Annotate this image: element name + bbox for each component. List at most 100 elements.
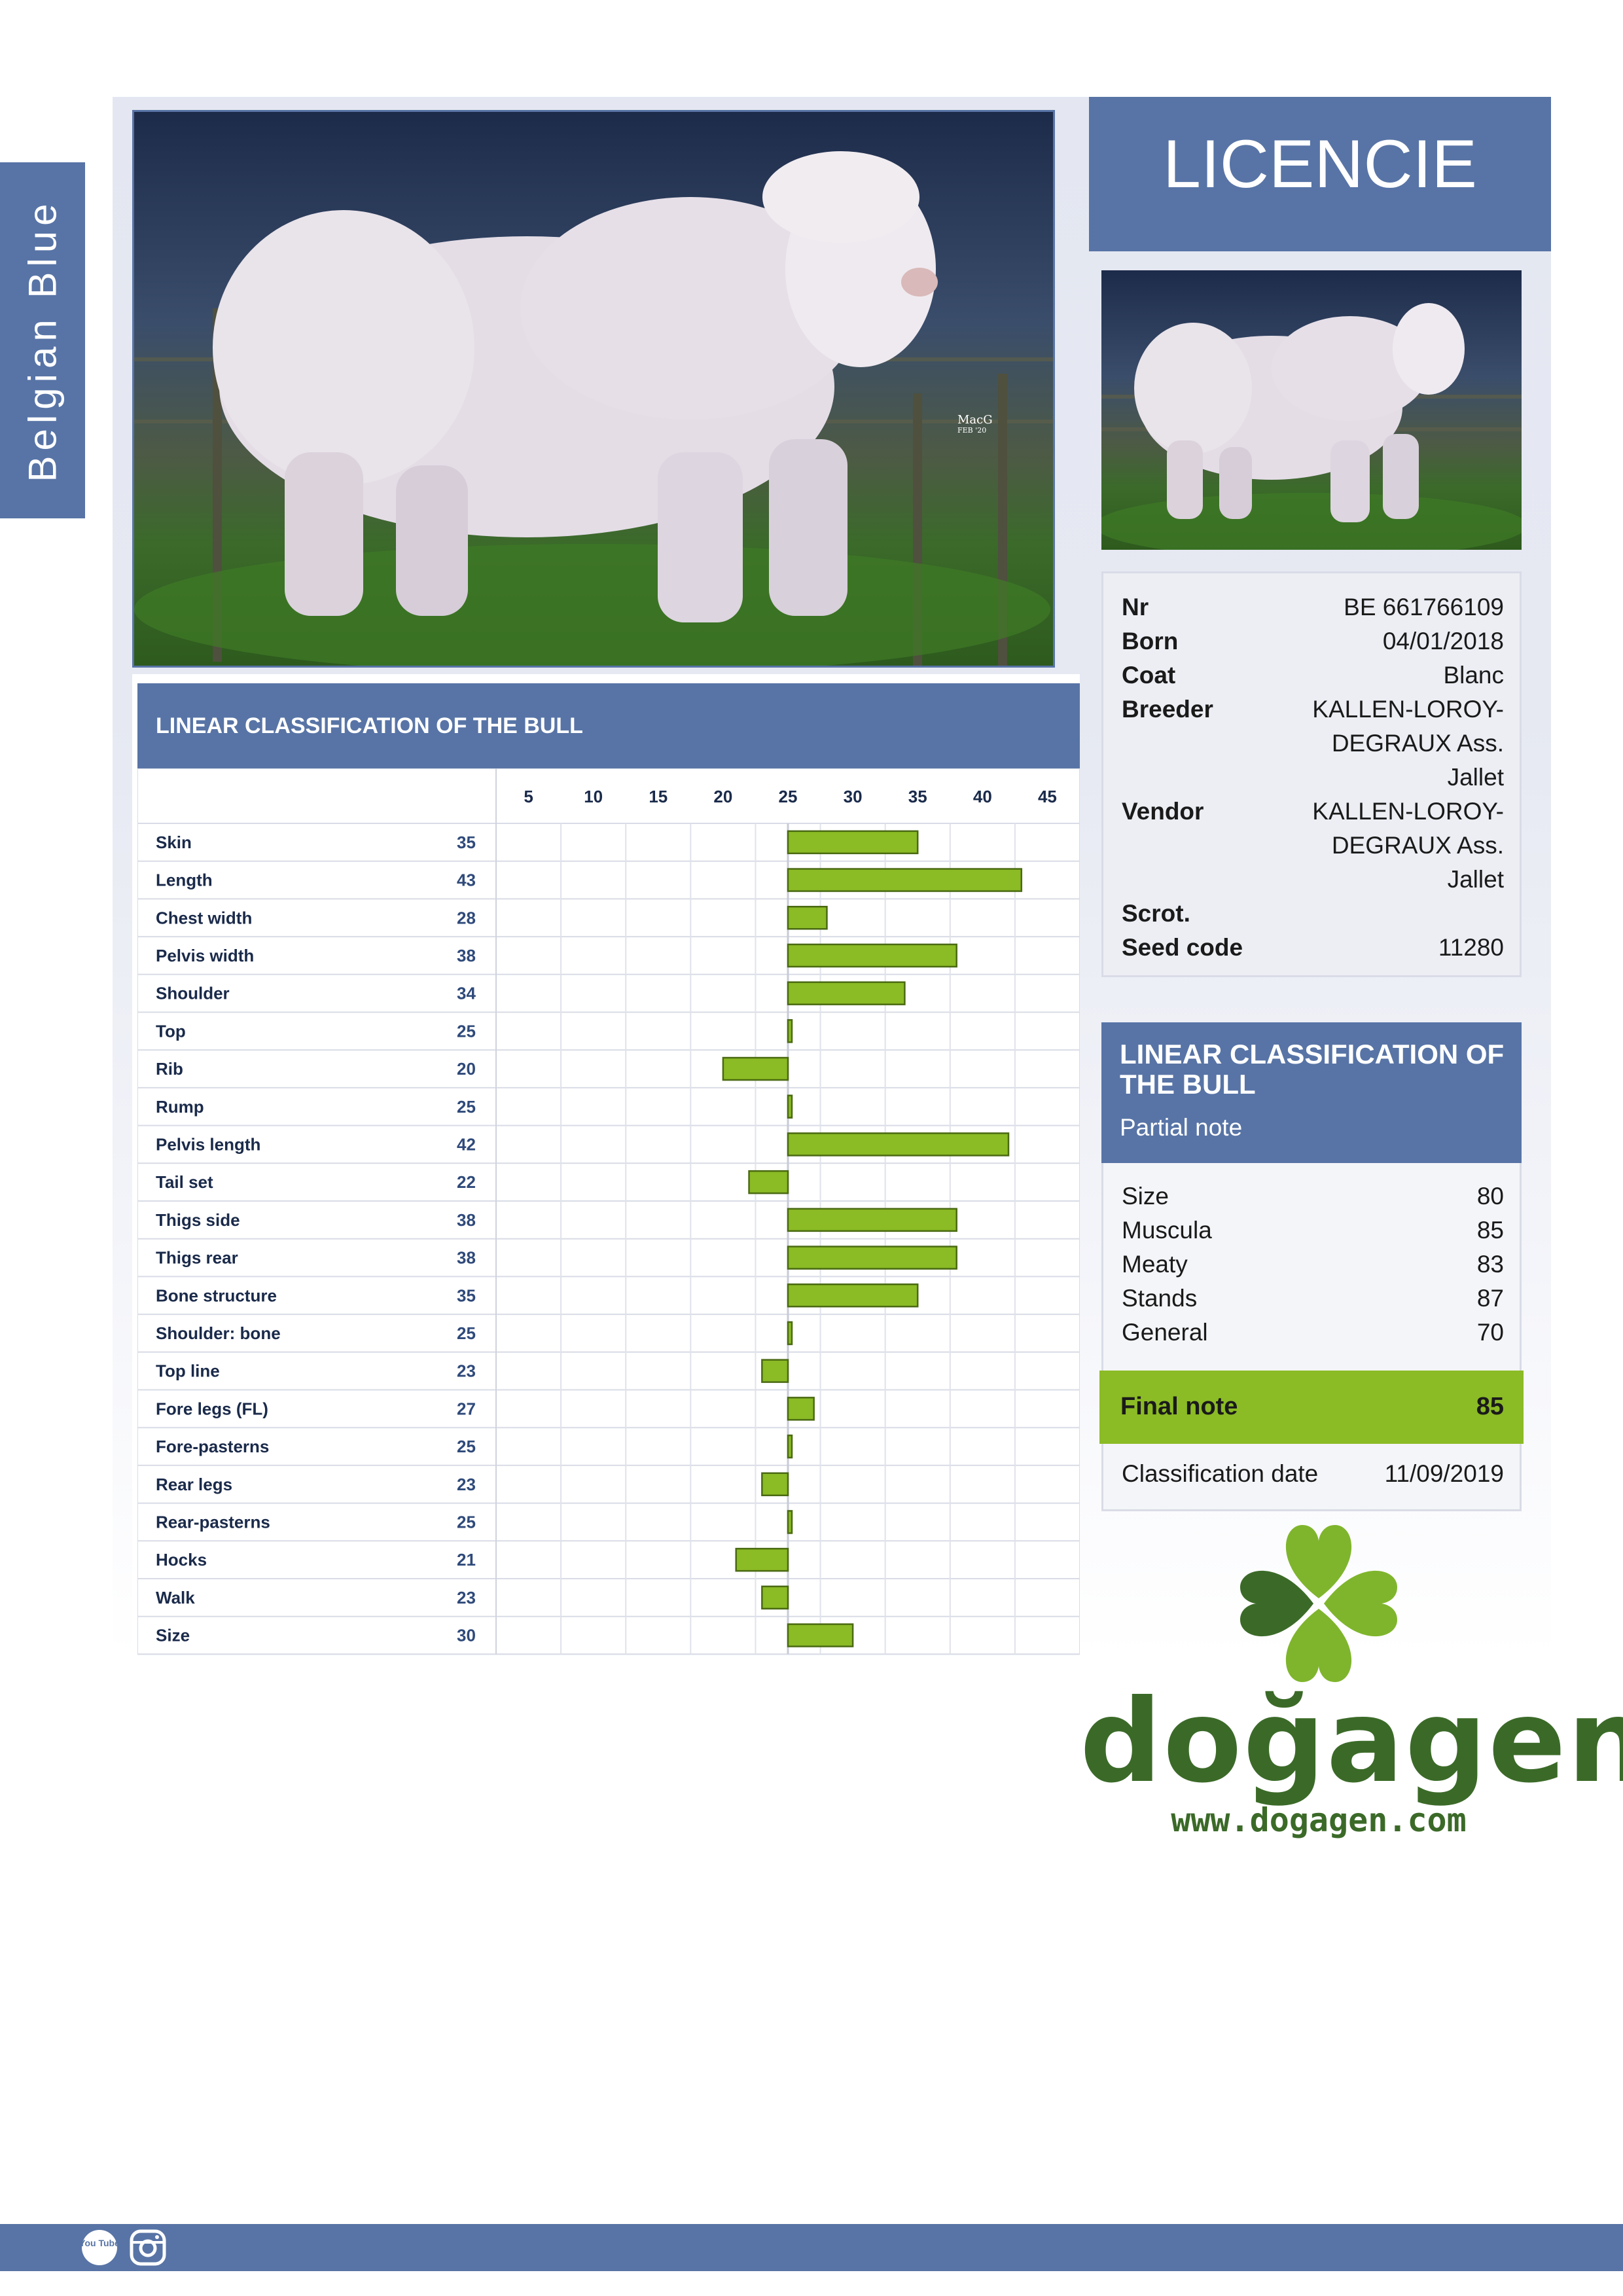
chart-value-label: 38 <box>457 1248 476 1268</box>
licencie-header: LICENCIE <box>1089 97 1551 251</box>
chart-bar <box>787 943 957 968</box>
chart-bar <box>761 1472 789 1496</box>
chart-bar <box>787 1246 957 1270</box>
chart-value-label: 25 <box>457 1437 476 1456</box>
partial-note-key: Stands <box>1122 1285 1198 1312</box>
chart-bar <box>787 1623 854 1647</box>
final-note-bar: Final note 85 <box>1099 1371 1524 1444</box>
chart-tick-label: 40 <box>973 787 992 806</box>
chart-value-label: 21 <box>457 1550 476 1570</box>
chart-category-label: Shoulder: bone <box>156 1323 281 1343</box>
photo-watermark-date: FEB '20 <box>957 426 987 435</box>
classification-date-value: 11/09/2019 <box>1384 1460 1504 1487</box>
chart-value-label: 34 <box>457 984 476 1003</box>
partial-note-key: Size <box>1122 1183 1169 1210</box>
partial-note-key: Muscula <box>1122 1217 1212 1244</box>
chart-bar <box>761 1585 789 1610</box>
info-key: Breeder <box>1122 696 1213 723</box>
chart-bar <box>787 1397 815 1421</box>
bull-info-box: Nr BE 661766109 Born 04/01/2018 Coat Bla… <box>1101 571 1522 977</box>
chart-bar <box>787 1132 1010 1157</box>
thumbnail-bull-photo <box>1101 270 1522 550</box>
logo-url[interactable]: www.dogagen.com <box>1171 1801 1467 1839</box>
chart-category-label: Top line <box>156 1361 220 1381</box>
chart-value-label: 30 <box>457 1626 476 1645</box>
bull-image <box>134 151 1050 666</box>
partial-note-header: LINEAR CLASSIFICATION OF THE BULL Partia… <box>1101 1022 1522 1163</box>
chart-title: LINEAR CLASSIFICATION OF THE BULL <box>156 713 583 738</box>
chart-category-label: Pelvis length <box>156 1134 260 1154</box>
chart-value-label: 25 <box>457 1323 476 1343</box>
chart-bar <box>748 1170 789 1194</box>
chart-value-label: 23 <box>457 1475 476 1494</box>
chart-value-label: 35 <box>457 833 476 852</box>
chart-category-label: Thigs rear <box>156 1248 238 1268</box>
info-value: 04/01/2018 <box>1382 628 1504 655</box>
chart-value-label: 42 <box>457 1134 476 1154</box>
chart-tick-label: 25 <box>779 787 798 806</box>
chart-tick-label: 10 <box>584 787 603 806</box>
final-note-label: Final note <box>1120 1393 1238 1420</box>
partial-note-value: 70 <box>1476 1319 1504 1346</box>
info-key: Seed code <box>1122 934 1243 961</box>
linear-classification-chart: 5 10 15 20 25 30 35 40 45 Skin 35 Length 43 Chest wid… <box>137 768 1080 1655</box>
chart-bar <box>787 906 828 930</box>
chart-category-label: Fore legs (FL) <box>156 1399 268 1418</box>
chart-category-label: Bone structure <box>156 1285 277 1305</box>
info-key: Born <box>1122 628 1179 655</box>
chart-tick-label: 5 <box>524 787 533 806</box>
info-key: Scrot. <box>1122 900 1190 927</box>
chart-bar <box>761 1359 789 1383</box>
chart-value-label: 22 <box>457 1172 476 1192</box>
partial-note-value: 83 <box>1476 1251 1504 1278</box>
chart-value-label: 25 <box>457 1512 476 1532</box>
chart-category-label: Rear-pasterns <box>156 1512 270 1532</box>
chart-tick-label: 15 <box>649 787 668 806</box>
chart-category-label: Shoulder <box>156 984 230 1003</box>
info-key: Nr <box>1122 594 1149 620</box>
chart-value-label: 25 <box>457 1021 476 1041</box>
info-row-nr: Nr BE 661766109 <box>1122 590 1504 624</box>
partial-note-value: 80 <box>1476 1183 1504 1210</box>
info-value: KALLEN-LOROY-DEGRAUX Ass. Jallet <box>1312 696 1504 791</box>
chart-value-label: 23 <box>457 1361 476 1381</box>
chart-category-label: Hocks <box>156 1550 207 1570</box>
chart-category-label: Length <box>156 870 213 890</box>
info-value: 11280 <box>1438 934 1504 961</box>
chart-category-label: Rear legs <box>156 1475 232 1494</box>
partial-note-title: LINEAR CLASSIFICATION OF THE BULL <box>1120 1039 1505 1100</box>
chart-bar <box>787 830 919 855</box>
page-title: LICENCIE <box>1163 126 1477 202</box>
main-bull-photo: MacG FEB '20 <box>132 110 1055 668</box>
info-value: Blanc <box>1443 662 1504 689</box>
chart-value-label: 35 <box>457 1285 476 1305</box>
info-row-vendor: Vendor KALLEN-LOROY-DEGRAUX Ass. Jallet <box>1122 795 1504 897</box>
chart-category-label: Rib <box>156 1059 183 1079</box>
partial-note-box: Size 80 Muscula 85 Meaty 83 Stands 87 Ge… <box>1101 1163 1522 1511</box>
chart-value-label: 20 <box>457 1059 476 1079</box>
instagram-icon[interactable] <box>130 2229 166 2266</box>
chart-tick-label: 45 <box>1038 787 1057 806</box>
chart-value-label: 25 <box>457 1097 476 1117</box>
info-value: BE 661766109 <box>1344 594 1504 620</box>
photo-watermark: MacG <box>957 413 993 427</box>
chart-bar <box>787 1434 793 1459</box>
side-tab-label: Belgian Blue <box>20 198 65 482</box>
chart-category-label: Fore-pasterns <box>156 1437 269 1456</box>
bull-thumbnail-image <box>1101 303 1522 550</box>
info-value: KALLEN-LOROY-DEGRAUX Ass. Jallet <box>1312 798 1504 893</box>
chart-bar <box>722 1056 789 1081</box>
chart-category-label: Walk <box>156 1588 195 1607</box>
partial-note-value: 85 <box>1476 1217 1504 1244</box>
logo-wordmark: doğagen <box>1080 1676 1623 1808</box>
dogagen-logo: doğagen www.dogagen.com <box>1080 1518 1623 1859</box>
chart-category-label: Pelvis width <box>156 946 254 965</box>
info-row-born: Born 04/01/2018 <box>1122 624 1504 658</box>
final-note-value: 85 <box>1476 1393 1504 1420</box>
chart-value-label: 28 <box>457 908 476 927</box>
chart-value-label: 38 <box>457 1210 476 1230</box>
youtube-icon[interactable]: You Tube <box>81 2229 118 2266</box>
chart-category-label: Skin <box>156 833 192 852</box>
chart-bar <box>787 1283 919 1308</box>
chart-tick-label: 35 <box>908 787 927 806</box>
